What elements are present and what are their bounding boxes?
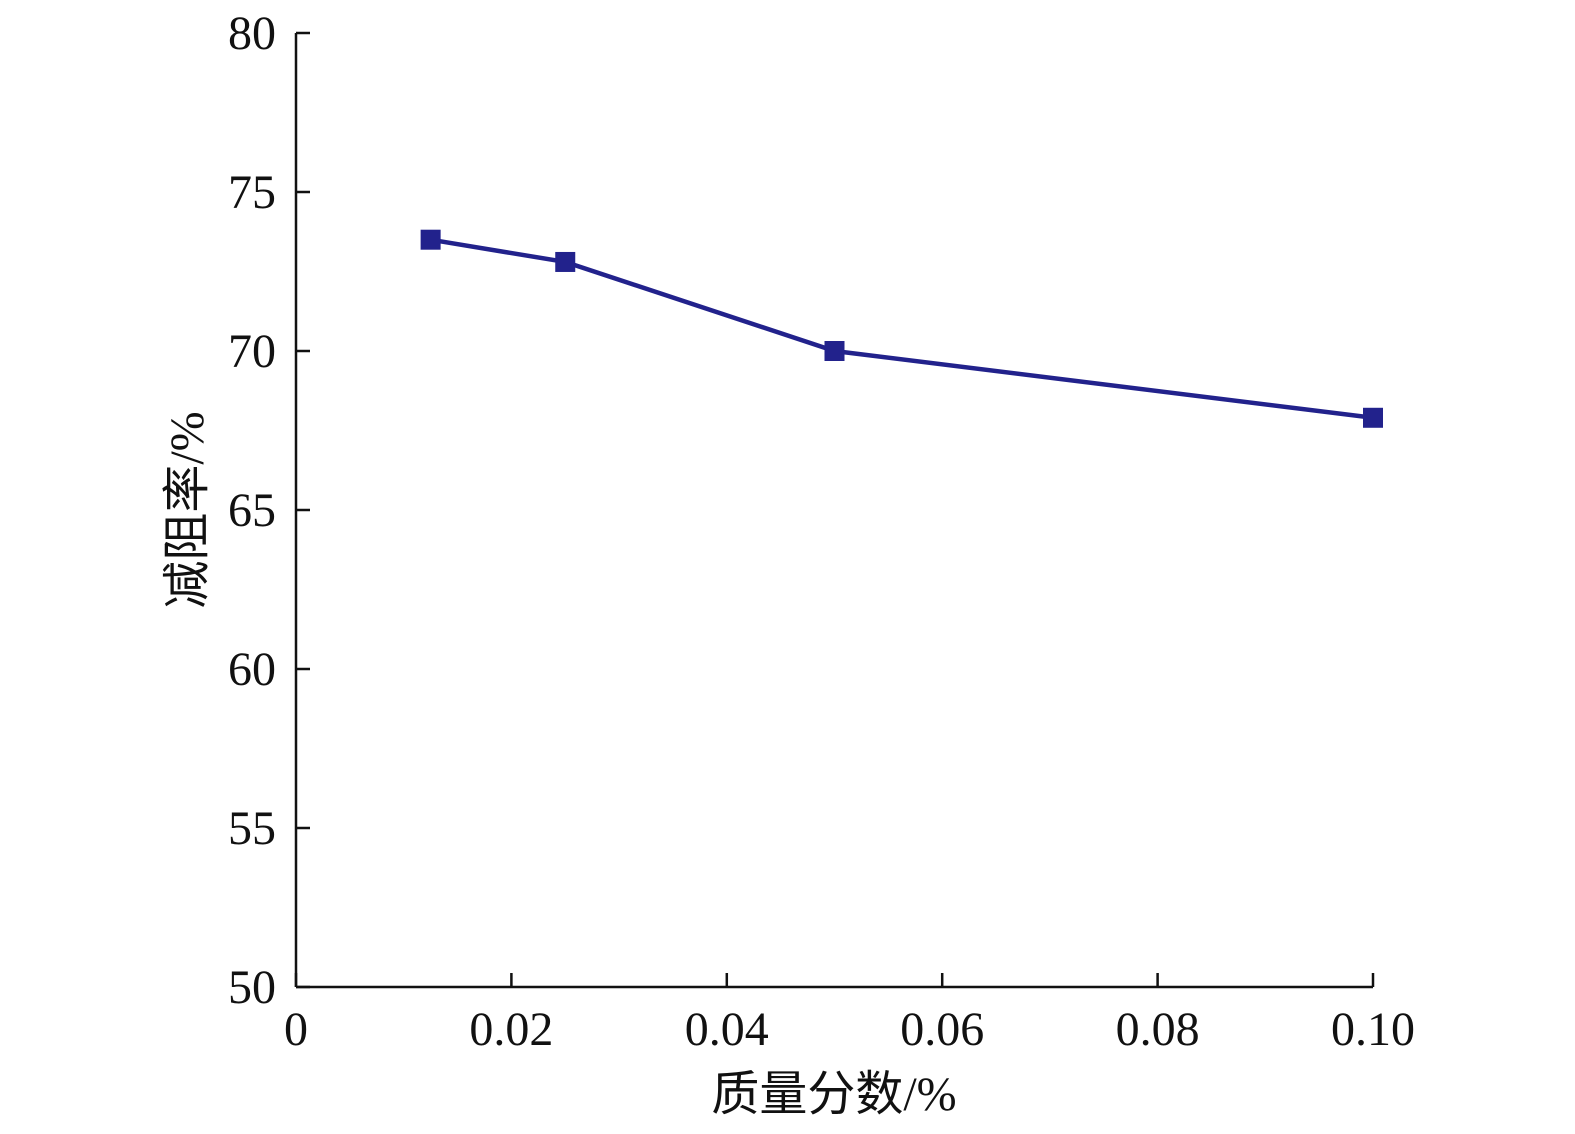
data-marker: [824, 341, 845, 361]
y-axis-label: 减阻率/%: [161, 411, 214, 608]
x-axis-label: 质量分数/%: [711, 1068, 956, 1121]
x-tick-label: 0.04: [685, 1003, 769, 1056]
data-marker: [1363, 407, 1383, 428]
y-tick-label: 60: [228, 643, 276, 696]
x-tick-label: 0.10: [1331, 1003, 1415, 1056]
y-tick-label: 50: [228, 961, 276, 1014]
y-tick-label: 65: [228, 484, 276, 537]
y-tick-label: 55: [228, 802, 276, 855]
y-tick-label: 80: [228, 7, 276, 60]
x-tick-label: 0.08: [1116, 1003, 1200, 1056]
data-marker: [420, 229, 441, 250]
x-tick-label: 0: [284, 1003, 308, 1056]
x-tick-label: 0.02: [469, 1003, 553, 1056]
data-marker: [555, 251, 576, 272]
y-tick-label: 70: [228, 325, 276, 378]
x-tick-label: 0.06: [900, 1003, 984, 1056]
data-line: [430, 237, 1374, 421]
y-tick-label: 75: [228, 166, 276, 219]
